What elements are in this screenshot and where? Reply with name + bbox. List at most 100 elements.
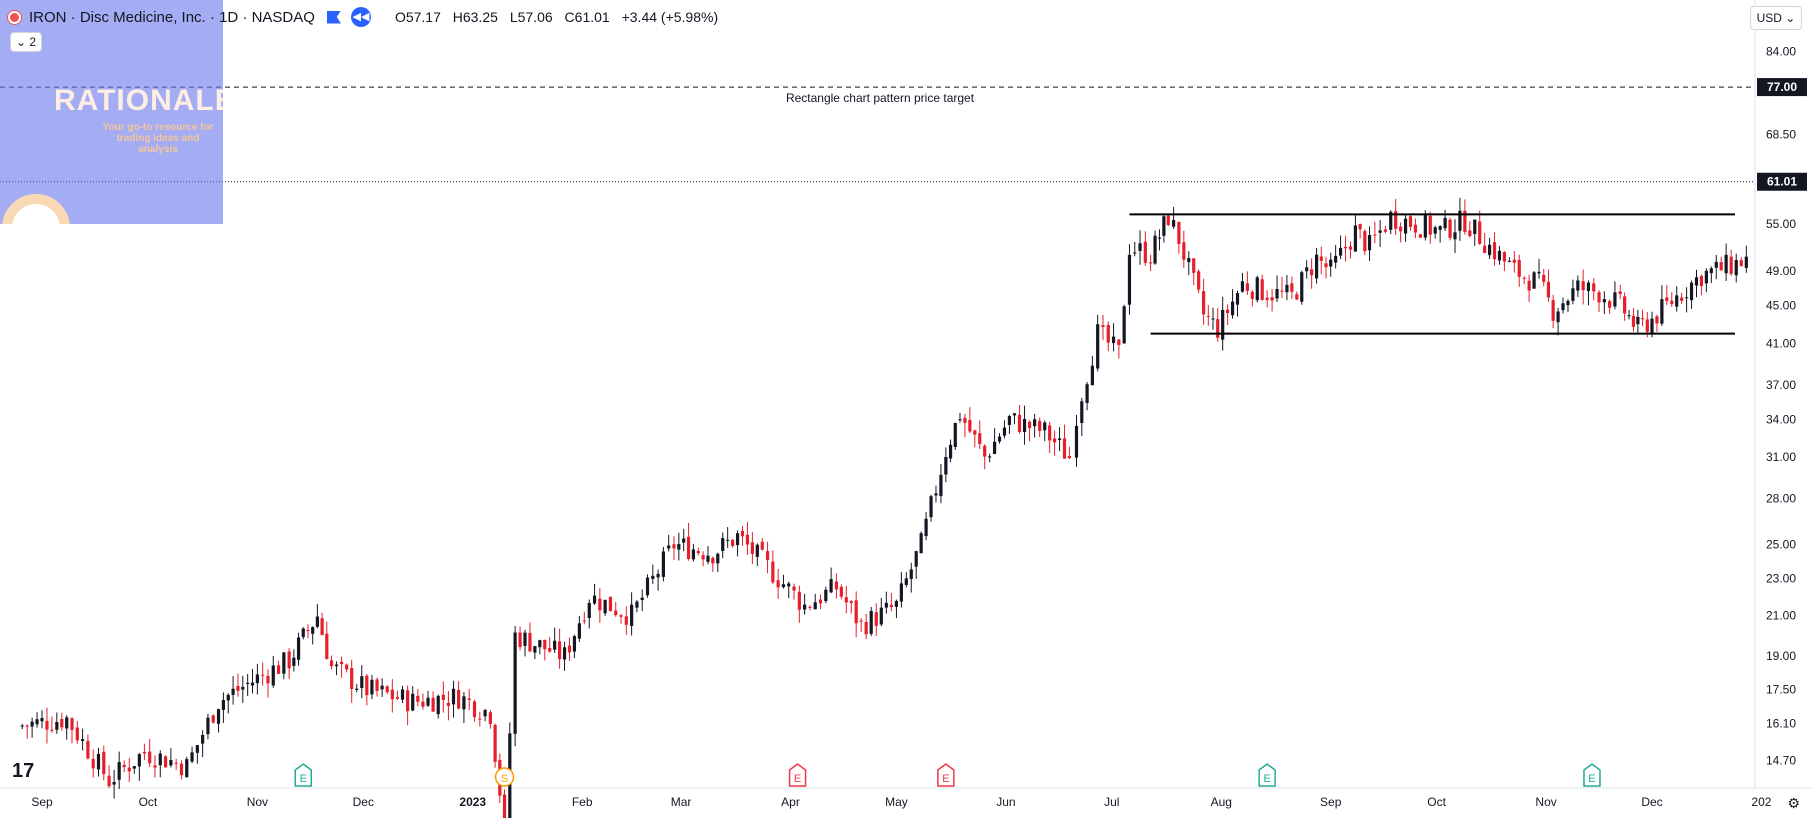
candle-body bbox=[81, 739, 85, 742]
symbol-exchange: NASDAQ bbox=[251, 8, 315, 26]
time-tick-label: 2023 bbox=[459, 795, 486, 809]
candle-body bbox=[282, 652, 286, 674]
candle-body bbox=[909, 569, 913, 579]
tradingview-logo[interactable]: 17 bbox=[12, 760, 35, 782]
gear-icon[interactable]: ⚙ bbox=[1787, 795, 1800, 811]
candle-body bbox=[1685, 297, 1689, 299]
candle-body bbox=[1571, 288, 1575, 301]
candle-body bbox=[1197, 271, 1201, 290]
legend-header[interactable]: IRON · Disc Medicine, Inc. · 1D · NASDAQ… bbox=[0, 0, 726, 34]
candle-body bbox=[185, 759, 189, 778]
candle-body bbox=[682, 538, 686, 543]
candle-body bbox=[1122, 306, 1126, 344]
candle-body bbox=[1017, 414, 1022, 432]
candle-body bbox=[1187, 258, 1191, 263]
currency-label: USD bbox=[1756, 11, 1782, 25]
candle-body bbox=[1067, 456, 1072, 459]
candle-body bbox=[701, 555, 705, 560]
ohlc-open: O57.17 bbox=[394, 9, 441, 25]
candle-body bbox=[329, 660, 334, 667]
candle-body bbox=[1399, 226, 1403, 232]
time-tick-label: 202 bbox=[1751, 795, 1771, 809]
candle-body bbox=[30, 721, 34, 727]
candle-body bbox=[1631, 315, 1636, 327]
price-tick-label: 34.00 bbox=[1766, 413, 1796, 427]
candle-body bbox=[978, 433, 982, 445]
candle-body bbox=[60, 719, 64, 728]
candle-body bbox=[1670, 300, 1674, 305]
candle-body bbox=[1177, 221, 1181, 245]
candle-body bbox=[148, 751, 152, 764]
candle-body bbox=[236, 685, 240, 691]
candle-body bbox=[1117, 339, 1121, 345]
candle-body bbox=[1290, 283, 1294, 292]
candle-body bbox=[406, 690, 410, 712]
candle-body bbox=[65, 717, 69, 729]
candle-body bbox=[572, 636, 577, 652]
candle-body bbox=[726, 539, 730, 541]
candle-body bbox=[1153, 235, 1157, 264]
candle-body bbox=[691, 549, 696, 560]
symbol-company[interactable]: Disc Medicine, Inc. bbox=[79, 8, 206, 26]
candle-body bbox=[1704, 270, 1708, 284]
candle-body bbox=[1334, 255, 1338, 263]
candle-body bbox=[153, 765, 157, 768]
event-marker-label: E bbox=[300, 773, 307, 785]
candle-body bbox=[1007, 416, 1012, 425]
candle-body bbox=[849, 601, 853, 603]
candle-body bbox=[91, 758, 95, 769]
candle-body bbox=[360, 676, 364, 688]
price-tick-label: 37.00 bbox=[1766, 378, 1796, 392]
candle-body bbox=[1492, 242, 1497, 260]
candle-body bbox=[250, 682, 255, 686]
candle-body bbox=[1623, 296, 1627, 314]
candle-body bbox=[1413, 224, 1418, 233]
candle-body bbox=[1085, 384, 1089, 403]
candle-body bbox=[667, 545, 671, 549]
candle-body bbox=[614, 610, 618, 616]
candle-body bbox=[582, 620, 586, 622]
candle-body bbox=[1367, 235, 1372, 251]
event-marker-label: E bbox=[942, 773, 949, 785]
candle-body bbox=[50, 729, 54, 731]
candle-body bbox=[1171, 220, 1176, 227]
symbol-interval[interactable]: 1D bbox=[219, 8, 239, 26]
candle-body bbox=[1270, 297, 1274, 301]
ohlc-values: O57.17 H63.25 L57.06 C61.01 +3.44 (+5.98… bbox=[395, 9, 726, 25]
candle-body bbox=[1338, 247, 1343, 256]
candle-body bbox=[884, 602, 888, 608]
candle-body bbox=[1546, 281, 1551, 298]
currency-selector[interactable]: USD ⌄ bbox=[1750, 6, 1802, 30]
candle-body bbox=[988, 456, 992, 458]
time-tick-label: Nov bbox=[1535, 795, 1556, 809]
candle-body bbox=[1096, 324, 1100, 369]
candle-body bbox=[1250, 291, 1254, 299]
replay-icon[interactable]: ◀◀ bbox=[350, 7, 371, 27]
indicators-collapse-button[interactable]: ⌄ 2 bbox=[10, 32, 42, 52]
price-tick-label: 16.10 bbox=[1766, 717, 1796, 731]
price-tick-label: 49.00 bbox=[1766, 264, 1796, 278]
last-price-label: 61.01 bbox=[1767, 175, 1797, 189]
candle-body bbox=[1694, 277, 1699, 286]
candle-body bbox=[630, 604, 634, 626]
candle-body bbox=[301, 628, 305, 638]
candle-body bbox=[1443, 217, 1447, 229]
candle-body bbox=[201, 734, 205, 744]
candle-body bbox=[1734, 259, 1738, 276]
candle-body bbox=[1581, 281, 1585, 291]
candle-body bbox=[1650, 318, 1654, 334]
candles-group bbox=[20, 197, 1748, 818]
candle-body bbox=[416, 695, 420, 702]
symbol-ticker[interactable]: IRON bbox=[29, 8, 67, 26]
candle-body bbox=[1053, 438, 1057, 443]
candle-body bbox=[624, 616, 628, 625]
candle-body bbox=[169, 760, 173, 766]
candle-body bbox=[70, 718, 74, 730]
candle-body bbox=[1729, 256, 1733, 274]
candle-body bbox=[919, 533, 923, 554]
flag-icon[interactable] bbox=[326, 10, 341, 24]
candle-body bbox=[543, 639, 547, 650]
ohlc-change: +3.44 (+5.98%) bbox=[621, 9, 719, 25]
candle-body bbox=[1458, 210, 1462, 231]
